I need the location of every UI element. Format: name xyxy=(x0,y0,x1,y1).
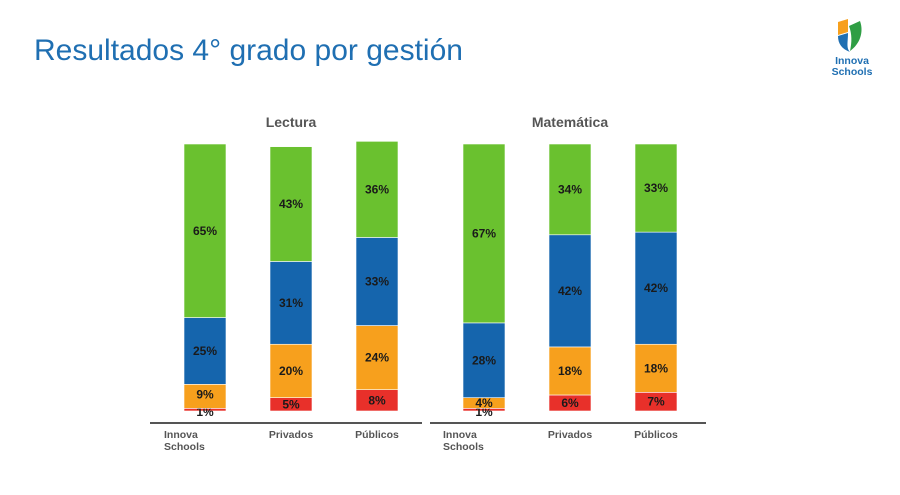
matematica-category-label: Innova Schools xyxy=(443,429,484,453)
lectura-data-label: 20% xyxy=(279,364,303,378)
lectura-data-label: 36% xyxy=(365,182,389,196)
logo-text-line1: Innova xyxy=(835,55,869,67)
lectura-data-label: 5% xyxy=(282,397,300,411)
lectura-bar-segment xyxy=(183,383,227,409)
logo-text-line2: Schools xyxy=(831,66,873,78)
lectura-chart-title: Lectura xyxy=(266,114,317,130)
lectura-bar-segment xyxy=(183,143,227,318)
lectura-data-label: 8% xyxy=(368,393,386,407)
page-title: Resultados 4° grado por gestión xyxy=(34,34,463,67)
matematica-data-label: 67% xyxy=(472,226,496,240)
lectura-data-label: 24% xyxy=(365,351,389,365)
matematica-data-label: 18% xyxy=(644,361,668,375)
innova-schools-logo: Innova Schools xyxy=(826,18,878,80)
matematica-bar-segment xyxy=(634,231,678,345)
logo-mark-icon xyxy=(838,19,862,52)
matematica-bar-segment xyxy=(548,346,592,396)
matematica-data-label: 28% xyxy=(472,353,496,367)
matematica-data-label: 18% xyxy=(558,364,582,378)
matematica-data-label: 33% xyxy=(644,181,668,195)
lectura-data-label: 43% xyxy=(279,197,303,211)
lectura-data-label: 9% xyxy=(196,387,214,401)
lectura-data-label: 31% xyxy=(279,296,303,310)
matematica-data-label: 6% xyxy=(561,396,579,410)
lectura-bar-segment xyxy=(355,325,399,390)
matematica-bar-segment xyxy=(634,143,678,233)
matematica-data-label: 4% xyxy=(475,396,493,410)
lectura-data-label: 65% xyxy=(193,224,217,238)
matematica-data-label: 34% xyxy=(558,182,582,196)
lectura-bar-segment xyxy=(183,317,227,385)
matematica-category-label: Privados xyxy=(548,429,593,441)
matematica-bar-segment xyxy=(548,143,592,236)
matematica-bar-segment xyxy=(548,234,592,348)
lectura-bar-segment xyxy=(355,237,399,326)
lectura-data-label: 25% xyxy=(193,344,217,358)
lectura-category-label: Privados xyxy=(269,429,314,441)
matematica-data-label: 7% xyxy=(647,395,665,409)
logo-text: Innova Schools xyxy=(826,56,878,78)
lectura-category-label: Innova Schools xyxy=(164,429,205,453)
matematica-data-label: 42% xyxy=(644,281,668,295)
matematica-data-label: 42% xyxy=(558,284,582,298)
matematica-chart-title: Matemática xyxy=(532,114,608,130)
lectura-bar-segment xyxy=(355,141,399,238)
matematica-bar-segment xyxy=(462,322,506,398)
matematica-category-label: Públicos xyxy=(634,429,678,441)
lectura-category-label: Públicos xyxy=(355,429,399,441)
lectura-data-label: 33% xyxy=(365,275,389,289)
lectura-bar-segment xyxy=(269,343,313,398)
lectura-bar-segment xyxy=(269,146,313,262)
matematica-bar-segment xyxy=(462,143,506,324)
